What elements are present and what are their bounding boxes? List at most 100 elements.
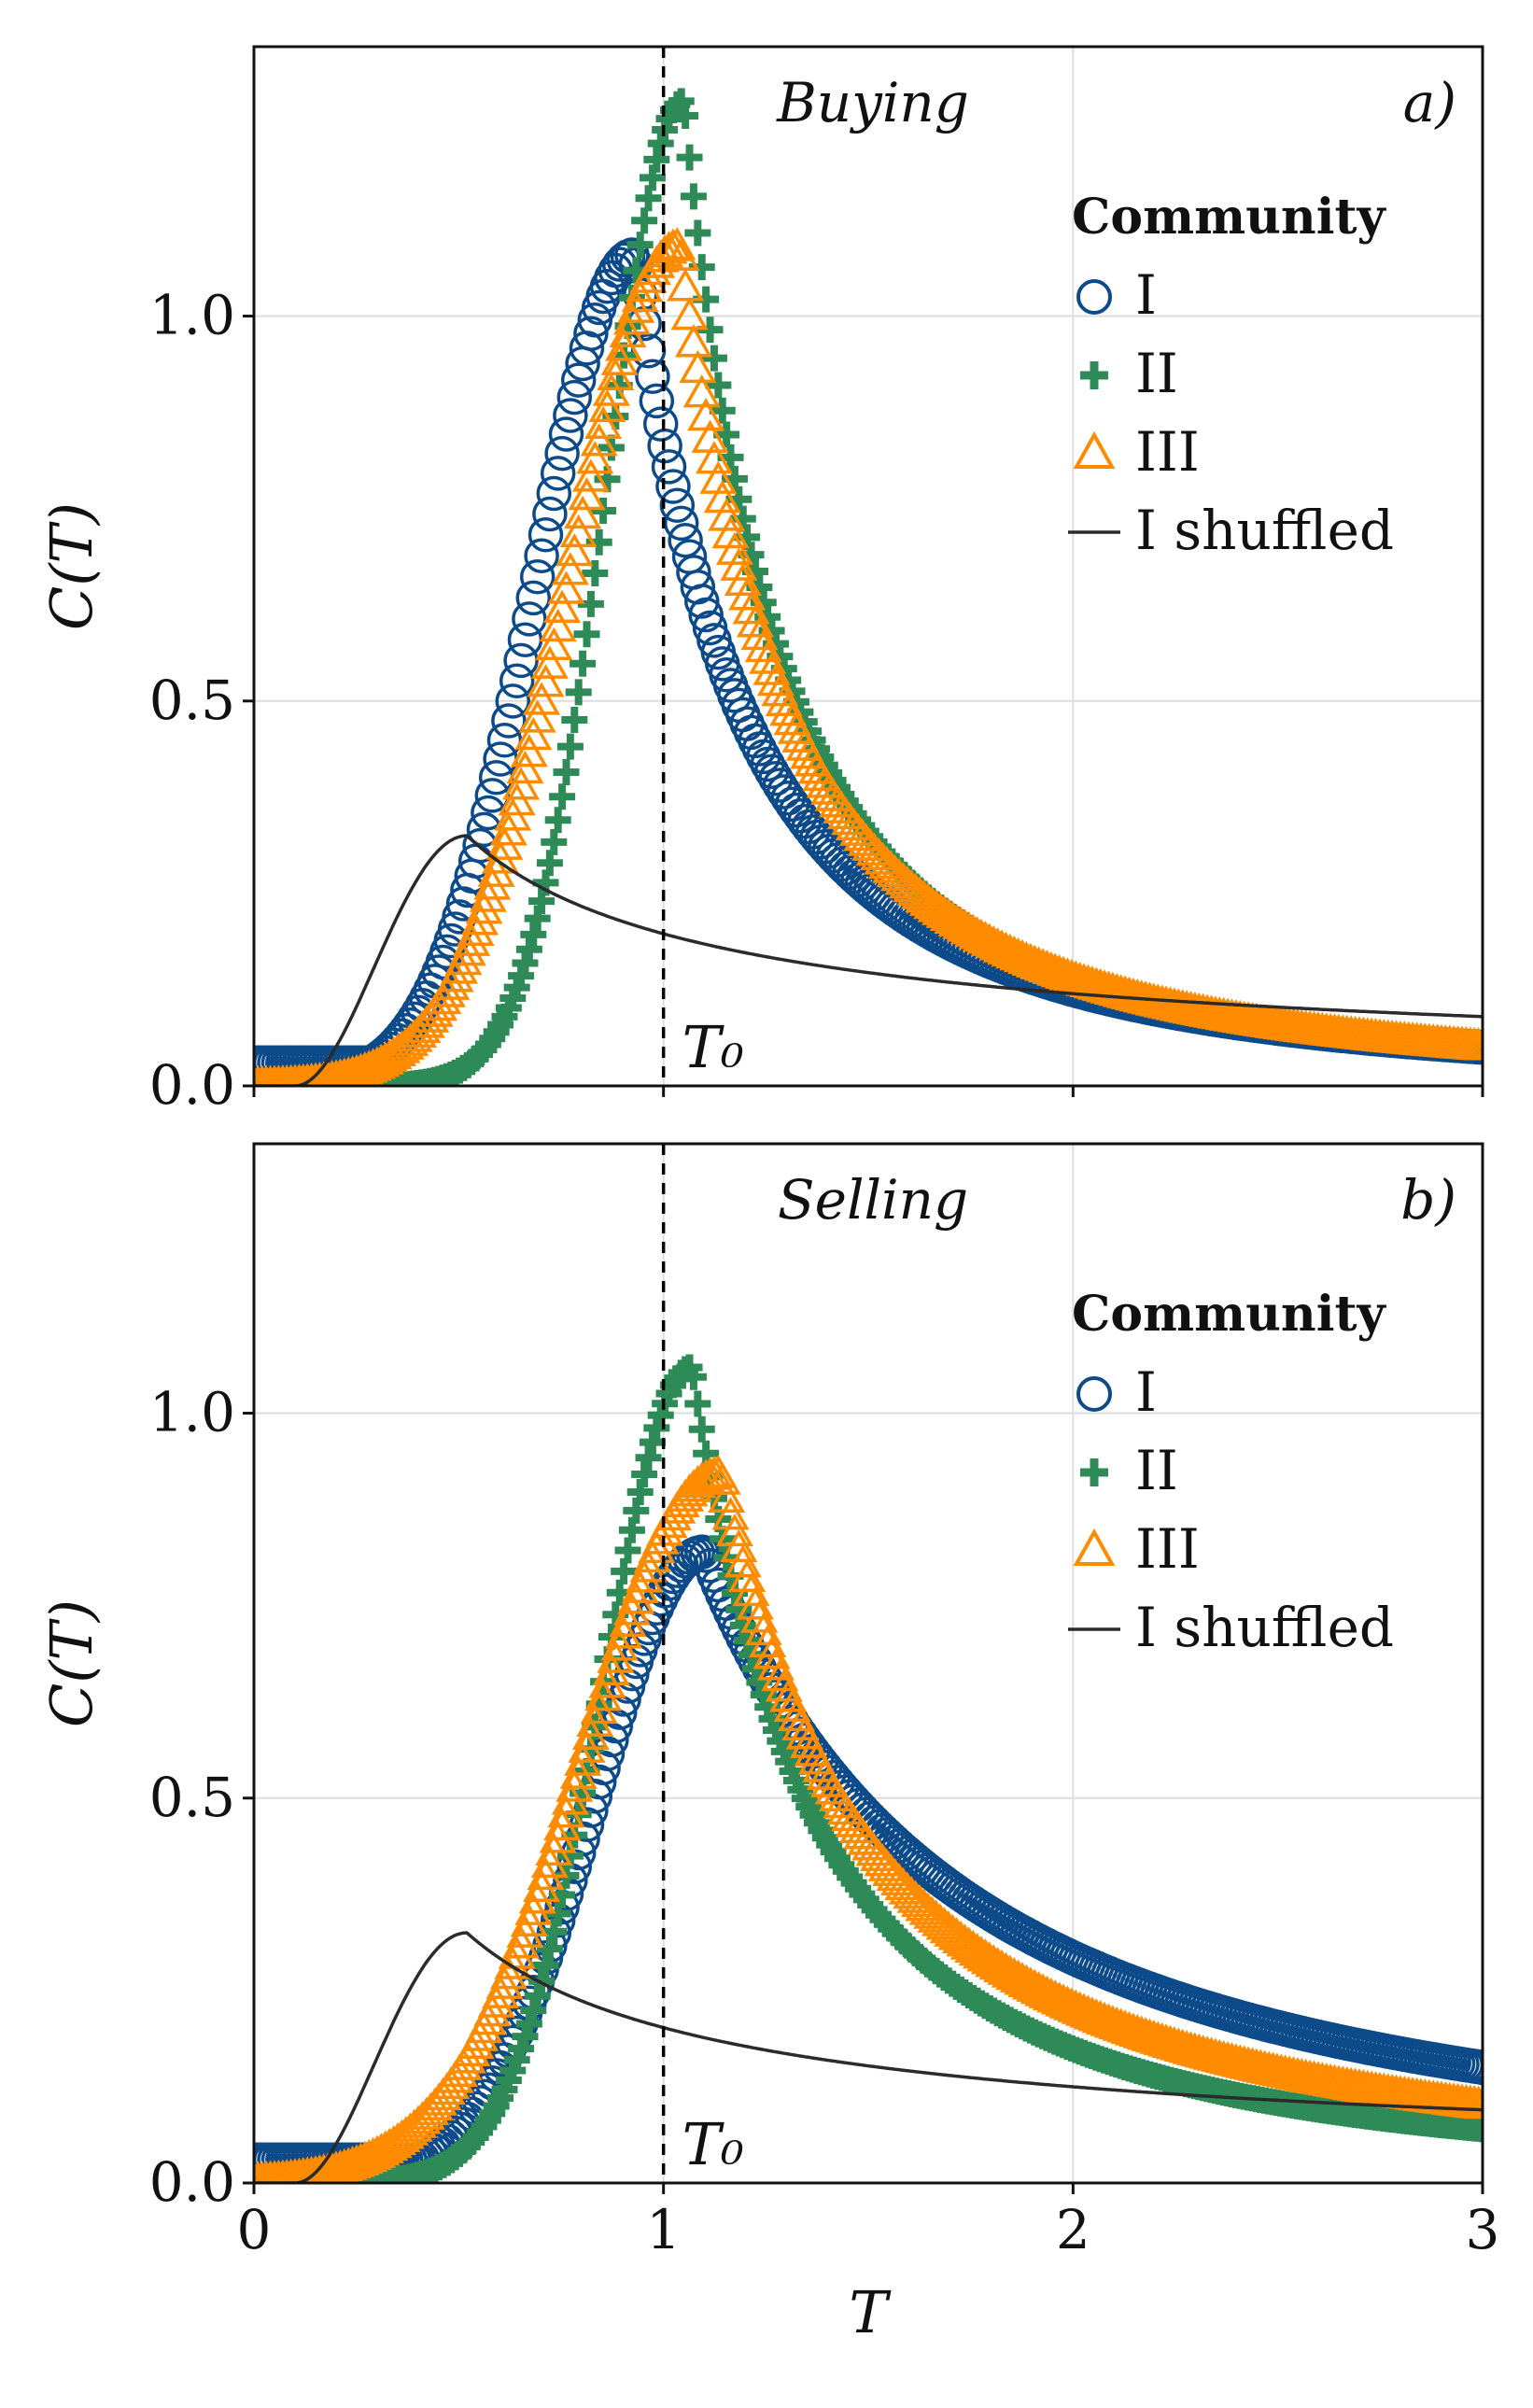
data-point-plus xyxy=(544,807,571,834)
data-point-triangle xyxy=(667,268,705,302)
data-point-triangle xyxy=(929,1909,967,1944)
data-point-triangle xyxy=(580,423,618,457)
data-point-triangle xyxy=(498,782,536,816)
data-point-plus xyxy=(524,905,551,932)
y-tick-label: 0.5 xyxy=(149,1766,235,1829)
data-point-plus xyxy=(556,733,584,760)
data-point-triangle xyxy=(736,1586,774,1620)
data-point-circle xyxy=(635,359,670,395)
data-point-circle xyxy=(553,398,588,433)
data-point-triangle xyxy=(461,902,499,936)
data-point-circle xyxy=(512,601,547,637)
data-point-plus xyxy=(508,963,535,990)
legend-marker-triangle xyxy=(1073,430,1116,469)
data-point-triangle xyxy=(937,1917,976,1950)
data-point-triangle xyxy=(371,1038,409,1073)
data-point-triangle xyxy=(543,589,582,623)
data-point-plus xyxy=(549,783,576,810)
data-point-plus xyxy=(573,621,600,648)
data-point-triangle xyxy=(658,227,696,261)
data-point-plus xyxy=(570,650,597,677)
data-point-triangle xyxy=(518,699,556,733)
data-point-plus xyxy=(565,679,592,706)
legend-marker-triangle xyxy=(1073,1528,1116,1566)
y-tick-label: 0.0 xyxy=(149,1053,235,1117)
data-point-plus xyxy=(541,1918,568,1945)
data-point-triangle xyxy=(884,862,922,895)
x-tick-label: 2 xyxy=(1056,2198,1090,2261)
y-tick-label: 1.0 xyxy=(149,1381,235,1444)
data-point-triangle xyxy=(391,2112,429,2146)
plot-frame xyxy=(252,45,1484,1088)
data-point-circle xyxy=(560,362,597,398)
plot-frame xyxy=(252,1142,1484,2185)
data-point-circle xyxy=(683,584,720,619)
data-point-triangle xyxy=(617,289,655,323)
data-point-triangle xyxy=(556,532,594,567)
data-point-triangle xyxy=(1463,1027,1483,1061)
data-point-triangle xyxy=(395,2108,433,2142)
t0-label: T₀ xyxy=(682,1013,744,1081)
x-tick-label: 1 xyxy=(646,2198,681,2261)
data-point-triangle xyxy=(605,1615,643,1649)
series-iii xyxy=(254,227,1483,1086)
data-point-triangle xyxy=(728,577,766,611)
data-point-circle xyxy=(573,316,609,351)
data-point-plus xyxy=(532,1951,559,1979)
panel-annotation: Selling xyxy=(778,1168,968,1232)
data-point-plus xyxy=(705,372,732,399)
x-axis-title: T xyxy=(849,2278,892,2346)
data-point-plus xyxy=(680,183,707,210)
data-point-triangle xyxy=(744,1612,782,1646)
data-point-plus xyxy=(680,1363,707,1390)
data-point-triangle xyxy=(387,1026,425,1060)
data-point-circle xyxy=(536,475,572,512)
panel-annotation: Buying xyxy=(776,71,969,134)
y-axis-title: C(T) xyxy=(37,1599,105,1727)
y-axis-title: C(T) xyxy=(37,502,105,630)
data-point-triangle xyxy=(617,1581,655,1614)
data-point-plus xyxy=(635,185,662,212)
data-point-circle xyxy=(532,496,568,532)
data-point-circle xyxy=(491,703,527,739)
data-point-plus xyxy=(528,888,556,915)
plot-area xyxy=(254,1354,1483,2183)
data-point-plus xyxy=(582,560,609,587)
data-point-triangle xyxy=(711,514,750,549)
data-point-circle xyxy=(651,449,687,485)
data-point-triangle xyxy=(740,616,779,651)
data-point-triangle xyxy=(502,767,541,800)
legend-label: II xyxy=(1135,342,1178,405)
data-point-triangle xyxy=(896,872,935,907)
data-point-triangle xyxy=(934,1913,972,1947)
data-point-circle xyxy=(519,559,556,595)
data-point-triangle xyxy=(708,1479,746,1513)
legend-marker-circle xyxy=(1076,279,1112,315)
data-point-triangle xyxy=(600,1627,639,1661)
data-point-circle xyxy=(655,469,691,504)
data-point-triangle xyxy=(530,645,569,679)
data-point-triangle xyxy=(908,1892,947,1925)
data-point-circle xyxy=(663,505,699,542)
data-point-triangle xyxy=(724,562,762,597)
data-point-plus xyxy=(561,706,588,733)
data-point-plus xyxy=(515,2010,542,2037)
data-point-plus xyxy=(684,219,711,246)
data-point-plus xyxy=(700,345,727,372)
data-point-plus xyxy=(709,397,736,424)
data-point-triangle xyxy=(752,1636,791,1669)
data-point-triangle xyxy=(609,1603,647,1638)
legend-label: I xyxy=(1135,1360,1157,1424)
data-point-triangle xyxy=(687,1458,725,1492)
data-point-circle xyxy=(499,663,535,699)
data-point-triangle xyxy=(523,682,561,715)
data-point-triangle xyxy=(506,750,544,784)
series-i xyxy=(254,237,1483,1081)
data-point-triangle xyxy=(921,1903,960,1936)
panel-label: a) xyxy=(1403,71,1456,134)
data-point-triangle xyxy=(518,1880,556,1914)
data-point-triangle xyxy=(510,1903,548,1936)
y-tick-label: 1.0 xyxy=(149,284,235,347)
data-point-plus xyxy=(688,1415,715,1443)
